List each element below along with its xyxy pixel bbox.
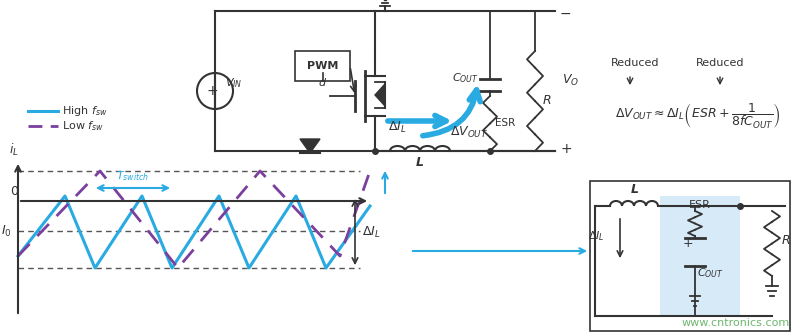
Text: $C_{OUT}$: $C_{OUT}$: [697, 266, 724, 280]
Text: $I_0$: $I_0$: [1, 223, 11, 239]
Text: Reduced: Reduced: [696, 58, 744, 68]
Text: $\Delta V_{OUT}$: $\Delta V_{OUT}$: [450, 125, 488, 140]
Text: L: L: [631, 183, 639, 196]
Text: $\Delta I_L$: $\Delta I_L$: [362, 224, 381, 240]
Text: R: R: [543, 94, 552, 108]
Text: ESR: ESR: [689, 200, 711, 210]
Polygon shape: [375, 84, 385, 106]
Text: $i_L$: $i_L$: [9, 142, 19, 158]
Text: $T_{switch}$: $T_{switch}$: [116, 169, 149, 183]
FancyBboxPatch shape: [295, 51, 350, 81]
Text: PWM: PWM: [307, 61, 338, 71]
Text: $\Delta V_{OUT} \approx \Delta I_L \left( ESR + \dfrac{1}{8fC_{OUT}} \right)$: $\Delta V_{OUT} \approx \Delta I_L \left…: [615, 101, 780, 130]
Text: $\Delta I_L$: $\Delta I_L$: [588, 229, 605, 243]
Text: +: +: [206, 84, 218, 98]
Text: 0: 0: [10, 185, 18, 198]
Text: L: L: [416, 156, 424, 169]
FancyBboxPatch shape: [590, 181, 790, 331]
Text: $V_{IN}$: $V_{IN}$: [225, 76, 242, 90]
FancyBboxPatch shape: [660, 196, 740, 316]
Text: d: d: [319, 78, 326, 88]
Text: $C_{OUT}$: $C_{OUT}$: [452, 71, 479, 85]
Text: $\Delta I_L$: $\Delta I_L$: [388, 120, 407, 135]
Text: High $f_{sw}$: High $f_{sw}$: [62, 104, 107, 118]
Text: ESR: ESR: [495, 119, 515, 128]
Text: Low $f_{sw}$: Low $f_{sw}$: [62, 119, 104, 133]
Text: www.cntronics.com: www.cntronics.com: [682, 318, 790, 328]
Text: R: R: [782, 234, 791, 247]
Text: +: +: [560, 142, 572, 156]
Polygon shape: [300, 139, 320, 153]
Text: +: +: [683, 237, 694, 250]
Text: −: −: [560, 7, 572, 21]
Text: Reduced: Reduced: [611, 58, 659, 68]
Text: $V_O$: $V_O$: [562, 73, 579, 88]
